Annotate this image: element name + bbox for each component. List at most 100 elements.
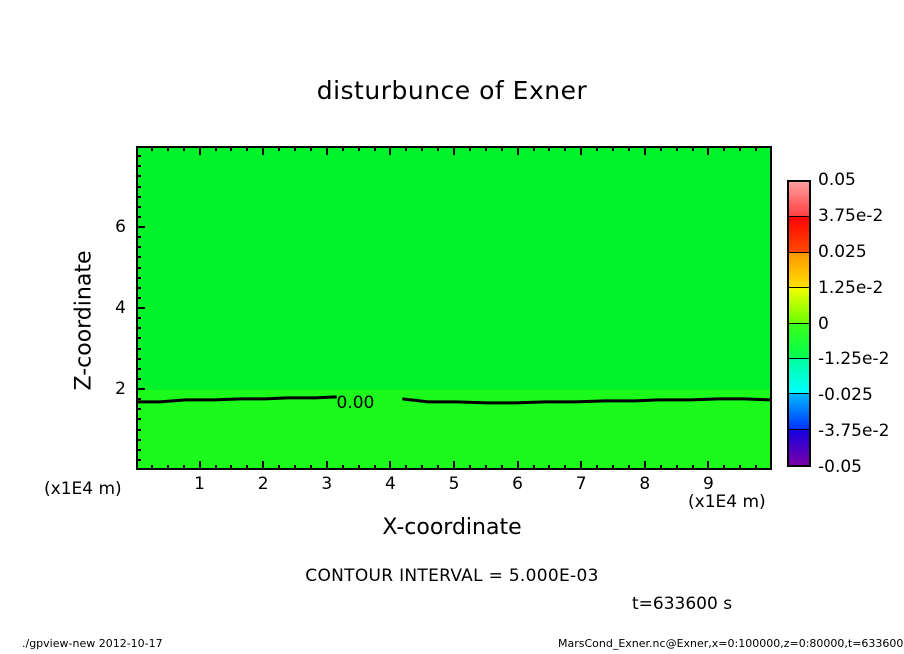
tick-mark xyxy=(453,461,455,470)
tick-mark xyxy=(627,146,630,151)
x-tick-label: 5 xyxy=(448,474,460,494)
tick-mark xyxy=(198,146,201,155)
tick-mark xyxy=(643,461,646,470)
tick-mark xyxy=(136,266,141,269)
tick-mark xyxy=(532,465,535,470)
tick-mark xyxy=(136,286,141,289)
tick-mark xyxy=(136,246,141,249)
x-tick-label: 9 xyxy=(702,474,714,494)
tick-mark xyxy=(136,276,141,279)
tick-mark xyxy=(341,146,344,151)
tick-mark xyxy=(198,461,201,470)
tick-mark xyxy=(246,465,249,470)
colorbar-tick-label: -1.25e-2 xyxy=(818,349,890,370)
tick-mark xyxy=(136,388,145,390)
tick-mark xyxy=(691,146,694,151)
x-tick-label: 2 xyxy=(257,474,269,494)
tick-mark xyxy=(596,465,599,470)
tick-mark xyxy=(723,465,726,470)
tick-mark xyxy=(136,357,141,360)
tick-mark xyxy=(136,236,141,239)
x-tick-label: 7 xyxy=(575,474,587,494)
tick-mark xyxy=(136,185,141,188)
tick-mark xyxy=(532,146,535,151)
tick-mark xyxy=(136,205,141,208)
y-axis-title: Z-coordinate xyxy=(71,250,97,391)
field-region-upper xyxy=(138,148,770,390)
tick-mark xyxy=(548,146,551,151)
contour-value-label: 0.00 xyxy=(336,393,375,414)
tick-mark xyxy=(437,146,440,151)
tick-mark xyxy=(214,146,217,151)
x-tick-label: 8 xyxy=(639,474,651,494)
contour-path-right xyxy=(402,399,770,403)
y-tick-label: 4 xyxy=(115,298,126,318)
tick-mark xyxy=(405,146,408,151)
tick-mark xyxy=(136,215,141,218)
tick-mark xyxy=(612,146,614,151)
tick-mark xyxy=(373,465,376,470)
tick-mark xyxy=(659,465,662,470)
y-tick-label: 2 xyxy=(115,379,126,399)
tick-mark xyxy=(373,146,376,151)
colorbar-tick-label: 0.05 xyxy=(818,170,856,190)
tick-mark xyxy=(405,465,408,470)
x-axis-title: X-coordinate xyxy=(382,515,522,540)
tick-mark xyxy=(341,465,344,470)
tick-mark xyxy=(723,146,726,151)
tick-mark xyxy=(294,146,296,151)
colorbar-band xyxy=(789,429,809,465)
tick-mark xyxy=(325,146,328,155)
colorbar-band xyxy=(789,217,809,253)
tick-mark xyxy=(357,146,360,151)
tick-mark xyxy=(516,461,519,470)
tick-mark xyxy=(136,296,141,299)
tick-mark xyxy=(564,465,567,470)
tick-mark xyxy=(691,465,694,470)
tick-mark xyxy=(136,398,141,401)
tick-mark xyxy=(294,465,296,470)
tick-mark xyxy=(389,461,392,470)
tick-mark xyxy=(627,465,630,470)
tick-mark xyxy=(325,461,328,470)
tick-mark xyxy=(136,428,141,431)
tick-mark xyxy=(230,146,233,151)
colorbar xyxy=(787,180,811,467)
z-axis-units-label: (x1E4 m) xyxy=(44,479,122,499)
tick-mark xyxy=(136,367,141,370)
tick-mark xyxy=(136,165,141,168)
tick-mark xyxy=(675,465,678,470)
tick-mark xyxy=(468,146,471,151)
footer-command-label: ./gpview-new 2012-10-17 xyxy=(22,637,163,650)
tick-mark xyxy=(755,465,758,470)
tick-mark xyxy=(453,146,455,155)
colorbar-tick-label: 0.025 xyxy=(818,241,867,262)
tick-mark xyxy=(230,465,233,470)
tick-mark xyxy=(166,465,169,470)
tick-mark xyxy=(437,465,440,470)
colorbar-band xyxy=(789,288,809,324)
tick-mark xyxy=(755,146,758,151)
tick-mark xyxy=(214,465,217,470)
tick-mark xyxy=(468,465,471,470)
tick-mark xyxy=(136,337,141,340)
tick-mark xyxy=(421,146,424,151)
tick-mark xyxy=(389,146,392,155)
tick-mark xyxy=(278,465,281,470)
tick-mark xyxy=(596,146,599,151)
colorbar-band xyxy=(789,323,809,359)
colorbar-tick-label: -0.05 xyxy=(818,457,862,477)
tick-mark xyxy=(484,465,487,470)
tick-mark xyxy=(484,146,487,151)
colorbar-tick-label: -0.025 xyxy=(818,385,873,406)
tick-mark xyxy=(516,146,519,155)
contour-line-layer xyxy=(138,148,770,468)
x-tick-label: 3 xyxy=(321,474,333,494)
tick-mark xyxy=(675,146,678,151)
tick-mark xyxy=(739,146,742,151)
tick-mark xyxy=(136,327,141,330)
contour-path-left xyxy=(138,397,337,402)
contour-interval-annotation: CONTOUR INTERVAL = 5.000E-03 xyxy=(305,566,599,586)
tick-mark xyxy=(707,461,710,470)
tick-mark xyxy=(278,146,281,151)
